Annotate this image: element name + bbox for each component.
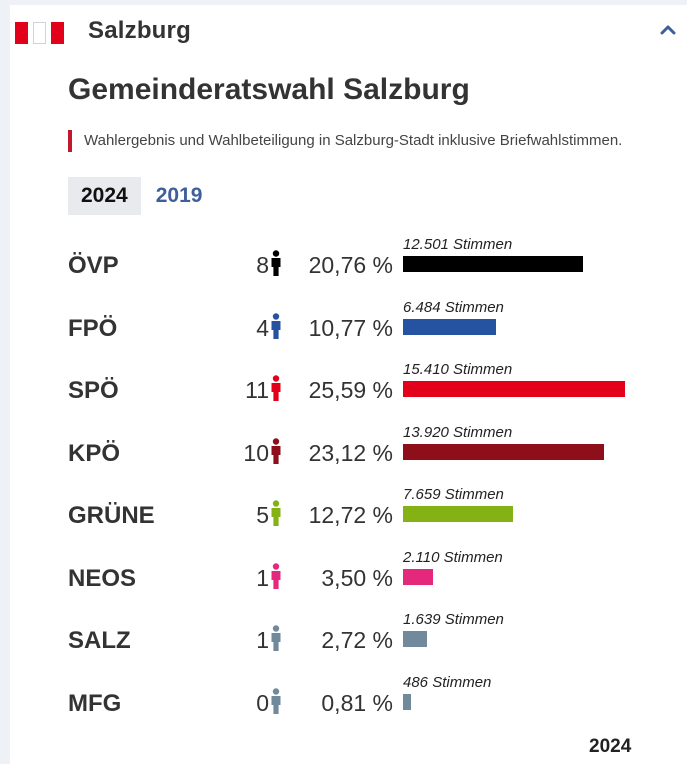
vote-percent: 2,72 % [321,627,393,653]
party-row: MFG 0 0,81 % 486 Stimmen [10,674,687,724]
vote-count: 6.484 Stimmen [403,298,504,316]
vote-percent: 10,77 % [308,314,393,341]
result-bar [403,381,625,397]
party-row: ÖVP 8 20,76 % 12.501 Stimmen [10,236,687,286]
vote-count: 1.639 Stimmen [403,611,504,628]
region-name: Salzburg [88,17,191,44]
person-icon [271,687,281,714]
vote-percent: 12,72 % [308,502,393,528]
party-row: SALZ 1 2,72 % 1.639 Stimmen [10,611,687,661]
party-name: MFG [68,689,122,717]
vote-count: 2.110 Stimmen [403,548,503,566]
seat-count: 0 [256,689,269,716]
seat-count: 1 [256,627,269,653]
seat-count: 5 [256,502,269,528]
person-icon [271,312,281,339]
seat-count: 11 [245,377,269,403]
seat-count: 4 [256,314,269,341]
party-row: KPÖ 10 23,12 % 13.920 Stimmen [10,424,687,474]
election-card: Salzburg Gemeinderatswahl Salzburg Wahle… [10,5,687,764]
person-icon [271,625,281,651]
result-bar [403,631,427,647]
result-bar [403,443,604,460]
page-title: Gemeinderatswahl Salzburg [68,73,470,106]
vote-count: 7.659 Stimmen [403,486,504,503]
footer-year: 2024 [589,736,632,757]
vote-count: 15.410 Stimmen [403,361,513,378]
party-row: FPÖ 4 10,77 % 6.484 Stimmen [10,299,687,349]
person-icon [271,437,281,464]
salzburg-flag-icon [15,22,64,44]
vote-count: 12.501 Stimmen [403,236,513,253]
person-icon [271,562,281,589]
seat-count: 10 [243,439,269,466]
person-icon [271,500,281,526]
vote-count: 486 Stimmen [403,673,492,691]
vote-percent: 25,59 % [308,377,393,403]
vote-percent: 23,12 % [308,439,393,466]
party-name: ÖVP [68,252,119,279]
vote-percent: 20,76 % [308,252,393,278]
result-bar [403,568,434,585]
party-name: FPÖ [68,314,118,342]
year-tabs: 2024 2019 [68,177,215,215]
party-name: KPÖ [68,439,121,467]
tab-2024[interactable]: 2024 [68,177,141,215]
result-bar [403,256,584,272]
party-row: NEOS 1 3,50 % 2.110 Stimmen [10,549,687,599]
party-row: SPÖ 11 25,59 % 15.410 Stimmen [10,361,687,411]
seat-count: 1 [256,564,269,591]
vote-percent: 0,81 % [321,689,393,716]
vote-count: 13.920 Stimmen [403,423,513,441]
seat-count: 8 [256,252,269,278]
vote-percent: 3,50 % [321,564,393,591]
party-name: GRÜNE [68,502,155,529]
result-bar [403,693,411,710]
chevron-up-icon[interactable] [660,22,676,38]
party-name: SPÖ [68,377,119,404]
party-name: SALZ [68,627,131,654]
card-header[interactable]: Salzburg [10,5,687,57]
subtitle: Wahlergebnis und Wahlbeteiligung in Salz… [68,130,622,152]
person-icon [271,250,281,276]
result-bar [403,506,514,522]
tab-2019[interactable]: 2019 [155,184,203,207]
party-name: NEOS [68,564,137,592]
result-bar [403,318,497,335]
person-icon [271,375,281,401]
party-row: GRÜNE 5 12,72 % 7.659 Stimmen [10,486,687,536]
